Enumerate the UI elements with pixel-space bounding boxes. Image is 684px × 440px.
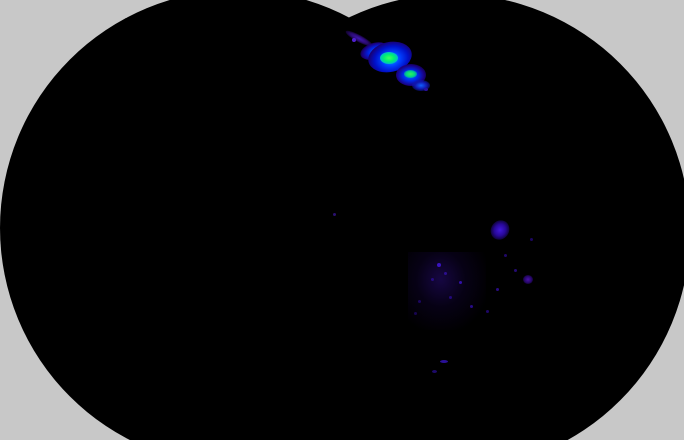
speck-right-2 <box>504 254 507 257</box>
field-of-view-right <box>214 0 684 440</box>
clump-southeast <box>523 275 533 284</box>
speck-bottom-2 <box>432 370 437 373</box>
speck-e <box>449 296 452 299</box>
diffuse-south-field <box>408 252 486 330</box>
knot-tertiary <box>412 80 430 91</box>
knot-tail-dot <box>424 88 428 91</box>
speck-h <box>418 300 421 303</box>
speck-k <box>514 269 517 272</box>
speck-d <box>459 281 462 284</box>
speck-bottom-1 <box>440 360 448 363</box>
streak-nw-dot <box>352 38 356 42</box>
knot-primary-core <box>380 52 398 64</box>
knot-secondary-core <box>404 70 417 78</box>
speck-i <box>414 312 417 315</box>
speck-g <box>486 310 489 313</box>
clump-east <box>486 216 514 244</box>
speck-right-1 <box>530 238 533 241</box>
speck-b <box>444 272 447 275</box>
speck-f <box>470 305 473 308</box>
speck-center <box>333 213 336 216</box>
speck-j <box>496 288 499 291</box>
speck-a <box>437 263 441 267</box>
speck-c <box>431 278 434 281</box>
